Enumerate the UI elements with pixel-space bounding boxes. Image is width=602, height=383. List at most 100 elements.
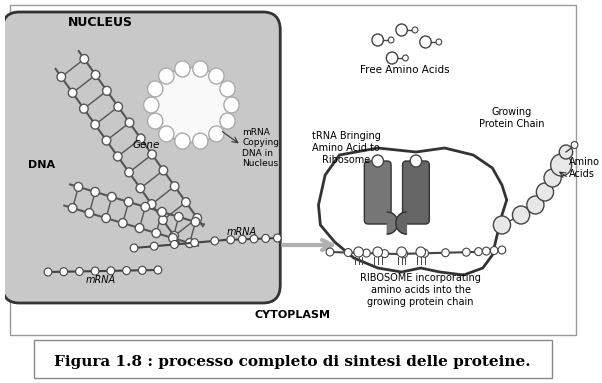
Circle shape [92,267,99,275]
Circle shape [462,248,470,256]
Circle shape [571,141,578,149]
Circle shape [175,213,183,221]
Circle shape [44,268,52,276]
Circle shape [113,152,122,161]
Text: Amino
Acids: Amino Acids [569,157,600,179]
Circle shape [388,37,394,43]
Circle shape [191,239,199,247]
Circle shape [68,88,77,97]
Circle shape [102,86,111,95]
Circle shape [159,68,174,84]
Circle shape [536,183,554,201]
PathPatch shape [318,148,507,275]
Polygon shape [396,212,406,234]
Circle shape [442,249,449,257]
Circle shape [92,70,100,79]
Circle shape [159,126,174,142]
Circle shape [154,266,162,274]
Circle shape [159,216,167,224]
FancyBboxPatch shape [34,340,551,378]
Circle shape [182,198,190,207]
Circle shape [354,247,364,257]
Circle shape [138,266,146,274]
Text: RIBOSOME incorporating
amino acids into the
growing protein chain: RIBOSOME incorporating amino acids into … [360,273,481,307]
Circle shape [373,247,382,257]
Circle shape [372,155,383,167]
Circle shape [412,27,418,33]
Circle shape [527,196,544,214]
Circle shape [238,235,246,243]
Circle shape [170,231,179,241]
Circle shape [137,134,145,143]
Circle shape [102,136,111,145]
Circle shape [482,247,490,255]
Circle shape [544,169,561,187]
Circle shape [512,206,530,224]
Text: NUCLEUS: NUCLEUS [68,15,133,28]
Text: Free Amino Acids: Free Amino Acids [359,65,449,75]
Circle shape [400,250,408,258]
Circle shape [498,246,506,254]
Circle shape [74,182,82,192]
Circle shape [125,118,134,127]
Circle shape [57,72,66,82]
Circle shape [381,250,388,258]
Circle shape [227,236,235,244]
Circle shape [175,133,190,149]
Circle shape [114,102,122,111]
Circle shape [169,234,177,242]
Text: CYTOPLASM: CYTOPLASM [255,310,330,320]
FancyBboxPatch shape [2,12,281,303]
Circle shape [224,97,239,113]
Circle shape [420,36,431,48]
Circle shape [152,229,161,237]
Circle shape [170,241,178,249]
Circle shape [147,113,163,129]
Circle shape [150,242,158,250]
Circle shape [136,184,144,193]
Circle shape [91,187,99,196]
Circle shape [193,214,202,223]
Text: DNA: DNA [28,160,55,170]
Circle shape [85,209,94,218]
Circle shape [60,268,67,276]
Circle shape [108,192,116,201]
Circle shape [170,182,179,191]
Circle shape [147,150,157,159]
Circle shape [193,133,208,149]
Circle shape [273,234,281,242]
Circle shape [344,249,352,257]
Circle shape [80,54,88,64]
Text: Gene: Gene [133,140,160,150]
Circle shape [159,166,167,175]
Circle shape [326,248,334,256]
Circle shape [211,237,219,245]
FancyBboxPatch shape [364,161,391,224]
Circle shape [416,247,426,257]
Text: mRNA: mRNA [227,227,257,237]
Circle shape [403,55,408,61]
Circle shape [559,145,573,159]
Circle shape [421,249,429,257]
FancyBboxPatch shape [10,5,576,335]
Polygon shape [387,212,398,234]
Circle shape [175,61,190,77]
Circle shape [135,224,144,232]
Circle shape [372,34,383,46]
Circle shape [147,81,163,97]
Circle shape [68,204,77,213]
Circle shape [130,244,138,252]
Text: mRNA
Copying
DNA in
Nucleus: mRNA Copying DNA in Nucleus [242,128,279,168]
Circle shape [102,214,110,223]
Circle shape [125,168,134,177]
Circle shape [193,61,208,77]
Circle shape [191,218,200,226]
Circle shape [410,155,421,167]
Circle shape [250,235,258,243]
Circle shape [119,219,127,228]
Circle shape [91,120,99,129]
Circle shape [123,267,131,275]
Circle shape [144,97,159,113]
Circle shape [220,81,235,97]
Circle shape [262,234,270,242]
